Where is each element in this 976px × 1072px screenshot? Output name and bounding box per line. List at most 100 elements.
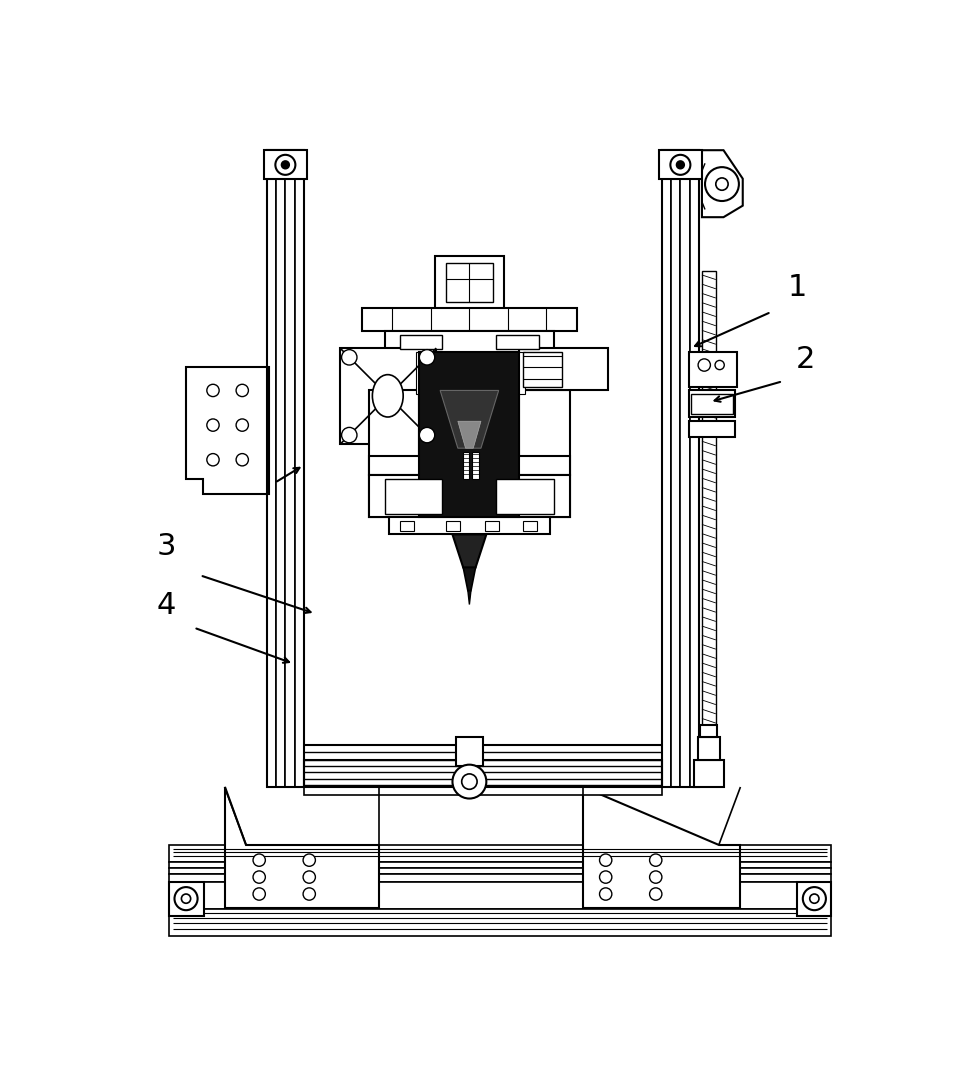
Text: 3: 3 — [157, 533, 177, 562]
Circle shape — [462, 774, 477, 789]
Circle shape — [253, 870, 265, 883]
Bar — [420, 352, 519, 518]
Circle shape — [304, 888, 315, 900]
Bar — [690, 150, 699, 787]
Polygon shape — [224, 787, 379, 908]
Bar — [169, 862, 832, 868]
Bar — [416, 352, 425, 394]
Bar — [285, 150, 295, 787]
Bar — [369, 456, 570, 475]
Bar — [694, 760, 723, 787]
Circle shape — [207, 419, 220, 431]
Bar — [169, 881, 204, 917]
Circle shape — [650, 870, 662, 883]
Circle shape — [671, 154, 690, 175]
Circle shape — [453, 764, 486, 799]
Circle shape — [420, 428, 434, 443]
Bar — [266, 150, 276, 787]
Bar — [519, 390, 570, 518]
Polygon shape — [458, 421, 481, 448]
Polygon shape — [186, 368, 269, 494]
Bar — [515, 352, 525, 394]
Circle shape — [698, 359, 711, 371]
Bar — [169, 909, 832, 936]
Polygon shape — [702, 150, 743, 218]
Bar — [662, 150, 671, 787]
Bar — [169, 881, 832, 909]
Polygon shape — [583, 787, 741, 908]
Bar — [304, 787, 662, 794]
Bar — [691, 394, 733, 414]
Bar — [671, 150, 680, 787]
Circle shape — [599, 854, 612, 866]
Bar — [701, 726, 717, 736]
Bar — [689, 352, 737, 387]
Bar — [485, 521, 499, 531]
Bar — [400, 334, 442, 348]
Circle shape — [705, 167, 739, 202]
Bar — [497, 334, 539, 348]
Circle shape — [599, 870, 612, 883]
Bar — [388, 518, 550, 535]
Bar — [266, 150, 304, 787]
Bar — [485, 352, 494, 394]
Bar — [659, 150, 702, 179]
Circle shape — [207, 453, 220, 466]
Circle shape — [342, 349, 357, 366]
Bar — [434, 256, 504, 310]
Bar — [446, 264, 493, 302]
Circle shape — [275, 154, 296, 175]
Bar — [796, 881, 832, 917]
Circle shape — [182, 894, 190, 904]
Circle shape — [650, 888, 662, 900]
Bar — [169, 874, 832, 881]
Bar — [169, 845, 832, 862]
Circle shape — [304, 854, 315, 866]
Circle shape — [650, 854, 662, 866]
Circle shape — [236, 384, 249, 397]
Bar — [523, 352, 562, 387]
Bar — [264, 150, 306, 179]
Bar — [446, 521, 460, 531]
Bar — [276, 150, 285, 787]
Text: 4: 4 — [157, 591, 176, 620]
Bar — [369, 475, 570, 518]
Circle shape — [281, 161, 289, 168]
Circle shape — [236, 453, 249, 466]
Bar — [698, 736, 719, 760]
Bar — [497, 479, 554, 513]
Bar — [464, 452, 469, 479]
Bar — [460, 766, 478, 778]
Text: 2: 2 — [795, 344, 815, 373]
Circle shape — [236, 419, 249, 431]
Circle shape — [810, 894, 819, 904]
Bar — [472, 452, 478, 479]
Polygon shape — [468, 591, 471, 605]
Polygon shape — [453, 535, 486, 567]
Text: 1: 1 — [789, 273, 807, 302]
Circle shape — [803, 888, 826, 910]
Circle shape — [715, 360, 724, 370]
Circle shape — [304, 870, 315, 883]
Bar — [169, 868, 832, 874]
Bar — [680, 150, 690, 787]
Polygon shape — [464, 567, 475, 591]
Bar — [385, 331, 554, 353]
Circle shape — [175, 888, 197, 910]
Bar — [295, 150, 304, 787]
Bar — [385, 479, 442, 513]
Ellipse shape — [373, 374, 403, 417]
Bar — [454, 352, 464, 394]
Circle shape — [253, 888, 265, 900]
Bar — [523, 521, 537, 531]
Bar — [361, 308, 577, 331]
Bar — [456, 736, 483, 766]
Bar — [400, 521, 414, 531]
Bar — [689, 421, 735, 436]
Circle shape — [715, 178, 728, 190]
Bar — [702, 271, 715, 764]
Circle shape — [676, 161, 684, 168]
Circle shape — [599, 888, 612, 900]
Bar — [340, 348, 436, 444]
Bar — [369, 390, 420, 518]
